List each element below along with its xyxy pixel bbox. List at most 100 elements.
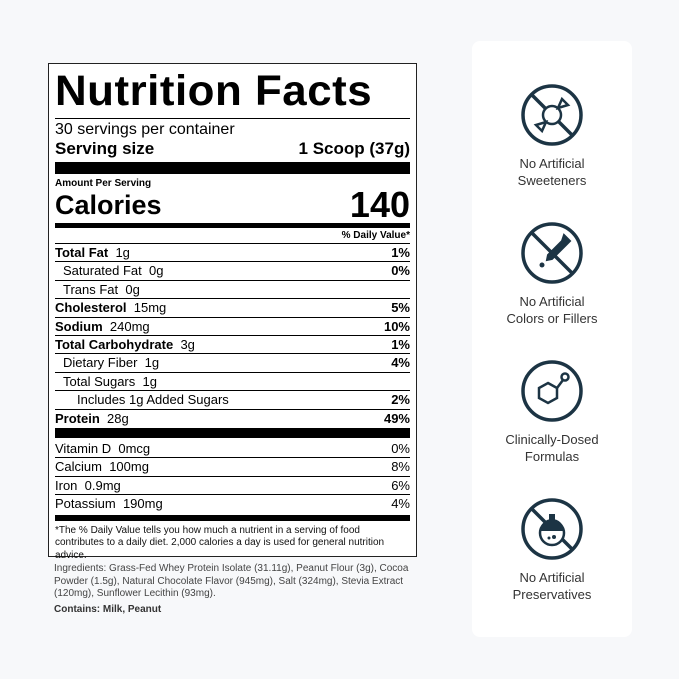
nutrient-label: Protein (55, 410, 100, 426)
feature-label: Formulas (524, 449, 580, 464)
vitamin-label: Iron (55, 477, 78, 493)
nutrient-amount: 3g (180, 337, 195, 353)
divider-medium (55, 223, 410, 228)
nutrient-name: Trans Fat 0g (55, 281, 140, 298)
calories-value: 140 (349, 184, 410, 225)
feature-label: Sweeteners (517, 173, 587, 188)
nutrient-name: Includes 1g Added Sugars (55, 391, 236, 408)
nutrient-row: Total Fat 1g 1% (55, 244, 410, 261)
vitamin-amount: 100mg (109, 459, 149, 475)
nutrient-name: Total Fat 1g (55, 244, 130, 261)
divider (55, 118, 410, 119)
divider-medium (55, 514, 410, 521)
vitamin-row: Calcium 100mg 8% (55, 457, 410, 475)
nutrient-label: Saturated Fat (63, 263, 142, 279)
nutrient-label: Total Sugars (63, 373, 136, 389)
nutrient-row: Cholesterol 15mg 5% (55, 298, 410, 316)
feature-label: No Artificial (519, 156, 585, 171)
serving-size: Serving size 1 Scoop (37g) (55, 139, 410, 159)
vitamin-name: Iron 0.9mg (55, 477, 121, 494)
feature-label: No Artificial (519, 570, 585, 585)
vitamin-name: Potassium 190mg (55, 495, 163, 512)
nutrient-dv: 5% (391, 300, 410, 316)
divider-thick (55, 162, 410, 174)
vitamin-row: Potassium 190mg 4% (55, 494, 410, 512)
nutrient-dv: 2% (391, 392, 410, 408)
nutrient-name: Cholesterol 15mg (55, 299, 166, 316)
footnote: *The % Daily Value tells you how much a … (55, 524, 385, 561)
feature-clinically-dosed: Clinically-Dosed Formulas (472, 359, 632, 465)
vitamin-dv: 6% (391, 477, 410, 493)
nutrient-dv: 0% (391, 263, 410, 279)
vitamin-amount: 190mg (122, 496, 163, 512)
allergens: Contains: Milk, Peanut (54, 604, 162, 615)
feature-label: Colors or Fillers (506, 311, 598, 326)
amount-per-serving: Amount Per Serving (55, 178, 152, 189)
nutrition-facts-label: Nutrition Facts 30 servings per containe… (48, 63, 417, 561)
nutrient-name: Protein 28g (55, 410, 129, 427)
nutrient-row: Trans Fat 0g (55, 279, 410, 298)
nutrient-amount: 15mg (133, 300, 167, 316)
nutrient-amount: 1g (144, 355, 160, 371)
nutrient-label: Dietary Fiber (63, 355, 138, 371)
vitamin-label: Potassium (55, 496, 116, 512)
nutrient-dv: 10% (383, 318, 410, 334)
daily-value-header: % Daily Value* (55, 230, 410, 244)
nutrient-label: Total Carbohydrate (55, 337, 174, 353)
nutrient-name: Total Sugars 1g (55, 373, 157, 390)
calories-label: Calories (55, 190, 162, 220)
nutrient-name: Saturated Fat 0g (55, 262, 163, 279)
feature-label: Preservatives (512, 587, 592, 602)
nutrient-amount: 28g (107, 410, 129, 426)
nutrient-row: Includes 1g Added Sugars 2% (55, 390, 410, 408)
vitamin-label: Vitamin D (55, 441, 112, 457)
vitamin-label: Calcium (55, 459, 102, 475)
nutrient-row: Total Sugars 1g (55, 371, 410, 390)
vitamin-name: Calcium 100mg (55, 458, 149, 475)
nutrient-row: Total Carbohydrate 3g 1% (55, 335, 410, 353)
nutrient-row: Saturated Fat 0g 0% (55, 261, 410, 279)
label-title: Nutrition Facts (55, 67, 373, 115)
vitamin-dv: 0% (391, 441, 410, 457)
nutrient-name: Sodium 240mg (55, 318, 150, 335)
vitamin-row: Iron 0.9mg 6% (55, 475, 410, 494)
feature-label: Clinically-Dosed (505, 432, 599, 447)
nutrient-dv: 49% (383, 410, 410, 426)
nutrient-amount: 0g (149, 263, 164, 279)
nutrient-row: Protein 28g 49% (55, 408, 410, 427)
nutrient-label: Trans Fat (63, 281, 119, 297)
nutrient-name: Total Carbohydrate 3g (55, 336, 195, 353)
serving-size-label: Serving size (55, 139, 155, 158)
vitamin-dv: 4% (391, 496, 410, 512)
feature-label: No Artificial (519, 294, 585, 309)
nutrient-dv: 4% (391, 355, 410, 371)
servings-per-container: 30 servings per container (55, 121, 235, 138)
ingredients: Ingredients: Grass-Fed Whey Protein Isol… (54, 563, 409, 599)
vitamin-amount: 0.9mg (84, 477, 121, 493)
divider-thick (55, 428, 410, 439)
vitamin-row: Vitamin D 0mcg 0% (55, 440, 410, 457)
feature-no-artificial-sweeteners: No Artificial Sweeteners (472, 83, 632, 189)
nutrient-label: Includes 1g Added Sugars (77, 392, 229, 408)
nutrient-amount: 0g (125, 281, 140, 297)
nutrient-row: Dietary Fiber 1g 4% (55, 353, 410, 371)
vitamin-name: Vitamin D 0mcg (55, 440, 150, 457)
feature-no-artificial-colors: No Artificial Colors or Fillers (472, 221, 632, 327)
nutrient-dv: 1% (391, 337, 410, 353)
nutrient-label: Cholesterol (55, 300, 127, 316)
no-flask-icon (521, 498, 583, 560)
nutrient-row: Sodium 240mg 10% (55, 316, 410, 335)
no-dropper-icon (521, 222, 583, 284)
nutrient-amount: 240mg (109, 318, 150, 334)
molecule-icon (521, 360, 583, 422)
nutrient-dv: 1% (391, 245, 410, 260)
nutrient-label: Sodium (55, 318, 103, 334)
nutrient-amount: 1g (115, 245, 130, 260)
vitamin-amount: 0mcg (118, 441, 151, 457)
nutrient-amount: 1g (142, 373, 157, 389)
features-card: No Artificial Sweeteners No Artificial Col… (472, 41, 632, 637)
vitamin-dv: 8% (391, 459, 410, 475)
nutrient-label: Total Fat (55, 245, 109, 260)
feature-no-artificial-preservatives: No Artificial Preservatives (472, 497, 632, 603)
serving-size-value: 1 Scoop (37g) (298, 139, 410, 158)
